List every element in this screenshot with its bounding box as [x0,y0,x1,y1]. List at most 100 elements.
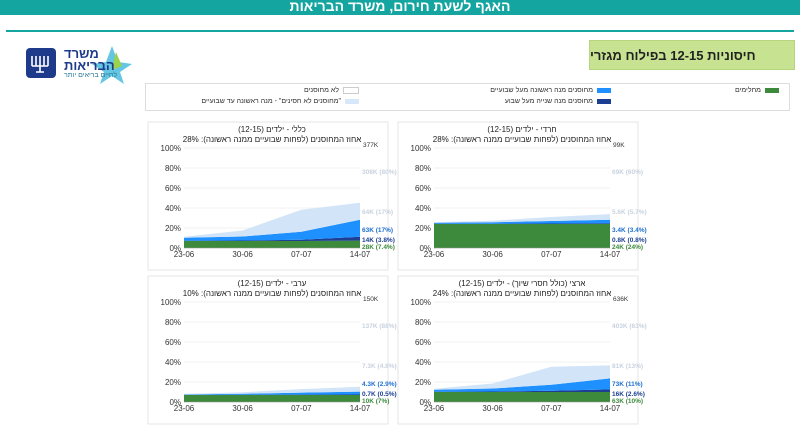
x-tick-label: 23-06 [424,250,445,259]
area-recovered [184,395,360,402]
x-tick-label: 30-06 [482,404,503,413]
series-end-label: 0.7K (0.5%) [362,391,397,398]
y-tick-label: 80% [415,318,431,327]
y-tick-label: 80% [165,164,181,173]
legend-swatch [343,87,359,94]
chart-title: חרדי - ילדים (12-15) [487,125,556,134]
x-tick-label: 14-07 [350,404,371,413]
series-end-label: 0.8K (0.8%) [612,237,647,244]
legend-item-recovered: מחלימים [735,87,779,94]
area-dose1 [434,219,610,224]
x-tick-label: 30-06 [482,250,503,259]
series-end-label: 7.3K (4.8%) [362,363,397,370]
chart-total: 150K [363,296,379,303]
area-recovered [434,224,610,248]
header-band [0,15,800,29]
legend-label: מחוסנים מנה ראשונה מעל שבועיים [490,87,593,94]
area-notimmune [184,202,360,238]
x-tick-label: 07-07 [541,404,562,413]
x-tick-label: 23-06 [424,404,445,413]
y-tick-label: 20% [415,224,431,233]
legend-swatch [597,88,611,93]
series-end-label: 28K (7.4%) [362,244,395,251]
y-tick-label: 60% [415,184,431,193]
chart-subtitle: אחוז המחוסנים (לפחות שבועיים ממנה ראשונה… [433,289,612,298]
area-dose2 [434,389,610,392]
chart-total: 99K [613,142,625,149]
x-tick-label: 07-07 [291,250,312,259]
chart-title: כללי - ילדים (12-15) [238,125,306,134]
chart-subtitle: אחוז המחוסנים (לפחות שבועיים ממנה ראשונה… [183,135,362,144]
chart-subtitle: אחוז המחוסנים (לפחות שבועיים ממנה ראשונה… [433,135,612,144]
chart-frame [147,275,389,425]
menorah-icon [26,48,56,78]
y-tick-label: 100% [161,298,181,307]
series-end-label: 403K (63%) [612,323,647,330]
x-tick-label: 14-07 [350,250,371,259]
series-end-label: 14K (3.8%) [362,237,395,244]
star-icon [92,46,132,84]
series-end-label: 73K (11%) [612,381,643,388]
y-tick-label: 0% [419,398,431,407]
y-tick-label: 20% [165,224,181,233]
section-title: חיסוניות 12-15 בפילוח מגזרי [589,40,795,70]
chart-title: ערבי - ילדים (12-15) [238,279,307,288]
x-tick-label: 14-07 [600,250,621,259]
chart-frame [397,121,639,271]
y-tick-label: 40% [415,204,431,213]
y-tick-label: 100% [411,298,431,307]
series-end-label: 5.6K (5.7%) [612,209,647,216]
legend-swatch [597,99,611,104]
series-end-label: 3.4K (3.4%) [612,227,647,234]
y-tick-label: 60% [165,184,181,193]
chart-title: ארצי (כולל חסרי שיוך) - ילדים (12-15) [459,279,586,288]
area-dose2 [184,394,360,395]
x-tick-label: 07-07 [541,250,562,259]
area-notimmune [184,386,360,395]
series-end-label: 10K (7%) [362,398,389,405]
area-dose1 [184,219,360,241]
logo-line1: משרד [64,46,99,61]
area-dose2 [184,236,360,241]
legend-swatch [765,88,779,93]
y-tick-label: 80% [165,318,181,327]
chart-frame [397,275,639,425]
chart-frame [147,121,389,271]
series-end-label: 16K (2.6%) [612,391,645,398]
y-tick-label: 40% [415,358,431,367]
legend-swatch [345,99,359,104]
legend-item-dose1: מחוסנים מנה ראשונה מעל שבועיים [490,87,611,94]
series-end-label: 64K (17%) [362,209,393,216]
y-tick-label: 20% [165,378,181,387]
x-tick-label: 07-07 [291,404,312,413]
x-tick-label: 23-06 [174,250,195,259]
chart-total: 377K [363,142,379,149]
legend-item-unvaccinated: לא מחוסנים [304,87,359,94]
x-tick-label: 30-06 [232,250,253,259]
series-end-label: 63K (17%) [362,227,393,234]
series-end-label: 4.3K (2.9%) [362,381,397,388]
area-recovered [184,240,360,248]
legend-item-not-immune: "מחוסנים לא חסינים" - מנה ראשונה עד שבוע… [201,98,359,105]
legend: מחלימים מחוסנים מנה ראשונה מעל שבועיים מ… [145,83,790,111]
area-notimmune [434,365,610,390]
x-tick-label: 23-06 [174,404,195,413]
chart-total: 636K [613,296,629,303]
legend-item-dose2: מחוסנים מנה שנייה מעל שבוע [505,98,611,105]
logo-tagline: לחיים בריאים יותר [64,72,118,79]
legend-label: מחוסנים מנה שנייה מעל שבוע [504,98,593,105]
area-dose1 [184,391,360,395]
series-end-label: 137K (88%) [362,323,397,330]
area-notimmune [434,214,610,223]
series-end-label: 63K (10%) [612,398,643,405]
area-recovered [434,392,610,402]
x-tick-label: 30-06 [232,404,253,413]
y-tick-label: 100% [161,144,181,153]
x-tick-label: 14-07 [600,404,621,413]
header-title: האגף לשעת חירום, משרד הבריאות [0,0,800,15]
y-tick-label: 100% [411,144,431,153]
series-end-label: 308K (80%) [362,169,397,176]
y-tick-label: 80% [415,164,431,173]
logo-line2: הבריאות [64,58,115,73]
y-tick-label: 60% [415,338,431,347]
